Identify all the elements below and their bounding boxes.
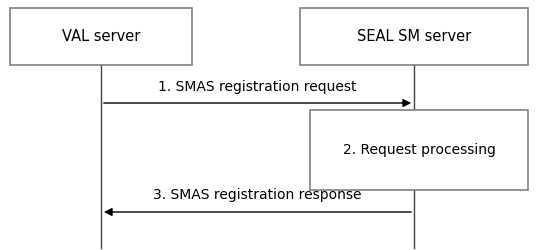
Text: SEAL SM server: SEAL SM server bbox=[357, 29, 471, 44]
Text: 2. Request processing: 2. Request processing bbox=[343, 143, 495, 157]
Text: 1. SMAS registration request: 1. SMAS registration request bbox=[158, 80, 357, 94]
Text: VAL server: VAL server bbox=[62, 29, 140, 44]
Bar bbox=[310, 110, 528, 190]
Bar bbox=[10, 8, 192, 65]
Bar bbox=[300, 8, 528, 65]
Text: 3. SMAS registration response: 3. SMAS registration response bbox=[153, 188, 362, 202]
